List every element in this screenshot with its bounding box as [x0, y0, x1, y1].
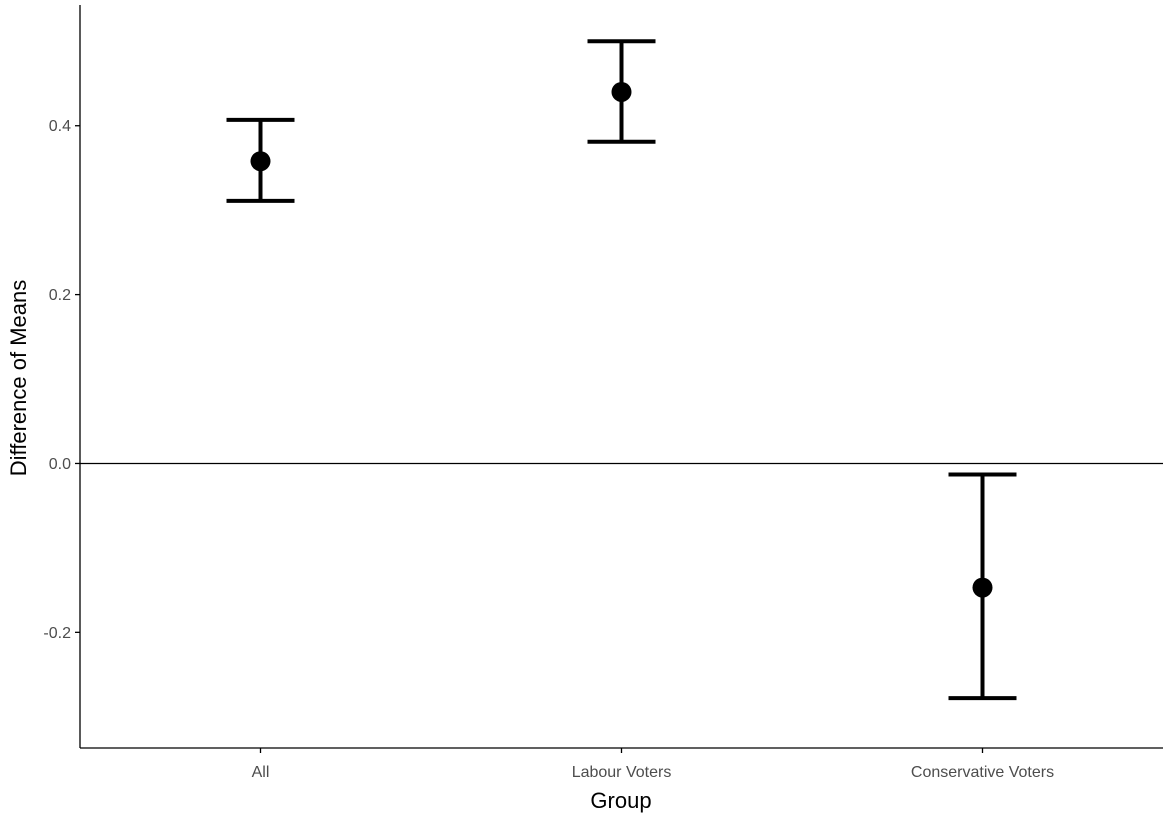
error-bar-group — [587, 39, 656, 144]
point-estimate — [250, 151, 271, 172]
x-axis-title: Group — [590, 788, 651, 813]
y-tick-label: 0.0 — [49, 456, 71, 473]
point-estimate — [611, 81, 632, 102]
point-estimate — [972, 577, 993, 598]
marks-layer — [80, 39, 1163, 701]
error-bar-group — [948, 472, 1017, 701]
error-bar-group — [226, 117, 295, 203]
y-tick-label: -0.2 — [43, 625, 71, 642]
y-tick-label: 0.4 — [49, 118, 71, 135]
x-tick-label: Conservative Voters — [911, 764, 1054, 781]
axes-layer: -0.2 0.0 0.2 0.4 All Labour Voters Conservativ… — [43, 5, 1163, 781]
y-tick-label: 0.2 — [49, 287, 71, 304]
x-tick-label: All — [252, 764, 270, 781]
x-tick-label: Labour Voters — [572, 764, 672, 781]
y-axis-title: Difference of Means — [6, 280, 31, 476]
